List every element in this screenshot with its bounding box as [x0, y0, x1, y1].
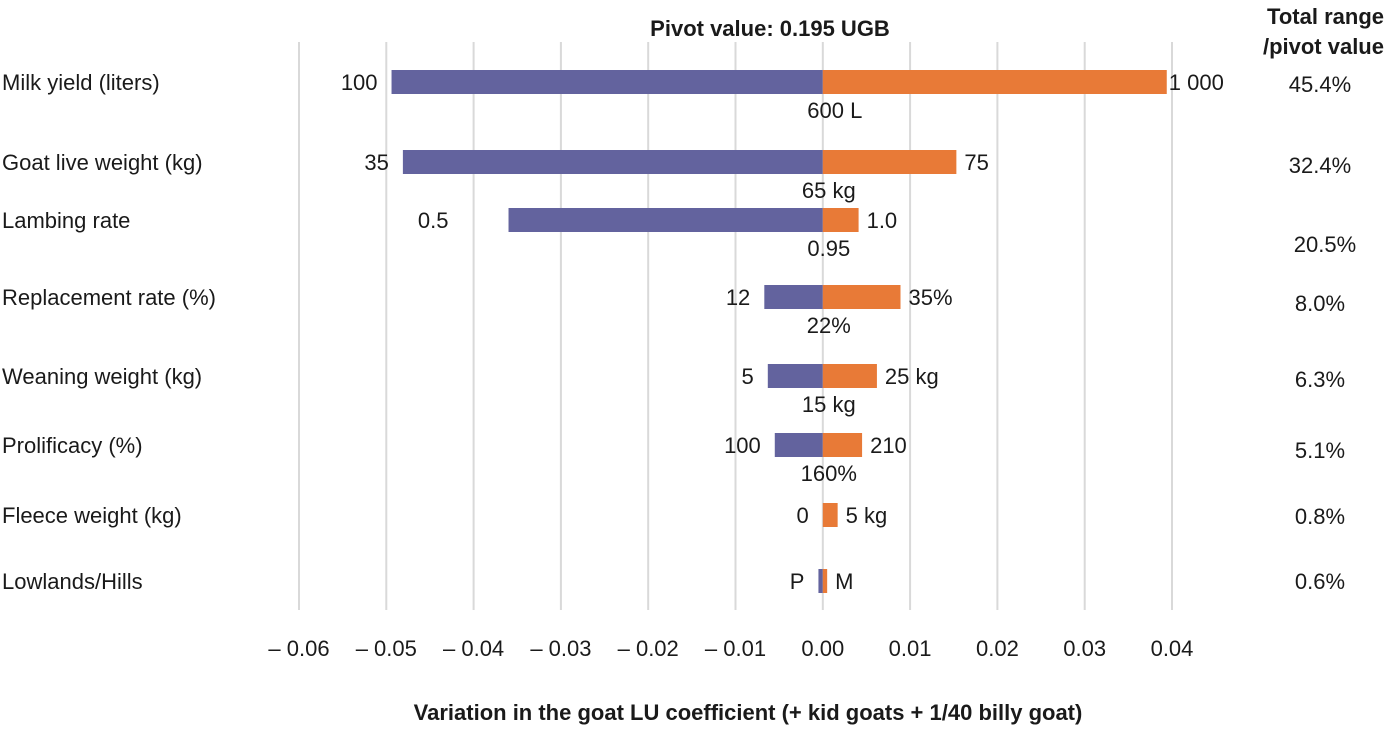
range-pct-label: 0.8%	[1295, 504, 1345, 529]
gridlines	[298, 42, 1173, 610]
x-tick-label: – 0.04	[443, 636, 504, 661]
chart-title: Pivot value: 0.195 UGB	[650, 16, 890, 41]
x-tick-label: – 0.05	[356, 636, 417, 661]
range-pct-label: 20.5%	[1294, 232, 1356, 257]
pivot-value-label: 65 kg	[802, 178, 856, 203]
low-value-label: 0.5	[418, 208, 449, 233]
low-value-label: 100	[341, 70, 378, 95]
category-label: Goat live weight (kg)	[2, 150, 203, 175]
bar-low	[818, 569, 823, 593]
bar-high	[822, 70, 1167, 94]
bar-high	[822, 285, 901, 309]
x-tick-label: 0.04	[1151, 636, 1194, 661]
bar-low	[764, 285, 823, 309]
range-pct-label: 32.4%	[1289, 153, 1351, 178]
high-value-label: 1 000	[1169, 70, 1224, 95]
low-value-label: 5	[742, 364, 754, 389]
bar-low	[508, 208, 823, 232]
low-value-label: P	[790, 569, 805, 594]
x-tick-label: 0.03	[1063, 636, 1106, 661]
range-pct-label: 0.6%	[1295, 569, 1345, 594]
high-value-label: 35%	[908, 285, 952, 310]
x-tick-label: – 0.01	[705, 636, 766, 661]
bar-low	[774, 433, 823, 457]
right-header-line2: /pivot value	[1263, 34, 1384, 59]
low-value-label: 100	[724, 433, 761, 458]
high-value-label: 25 kg	[885, 364, 939, 389]
bar-low	[402, 150, 823, 174]
bar-low	[391, 70, 823, 94]
low-value-label: 35	[364, 150, 388, 175]
range-pct-label: 45.4%	[1289, 72, 1351, 97]
bar-labels: Milk yield (liters) 100 1 000 600 L 45.4% Goa…	[2, 70, 1356, 594]
bars	[391, 70, 1167, 593]
range-pct-label: 6.3%	[1295, 367, 1345, 392]
x-tick-label: 0.02	[976, 636, 1019, 661]
bar-high	[822, 503, 838, 527]
pivot-value-label: 22%	[807, 313, 851, 338]
high-value-label: M	[835, 569, 853, 594]
pivot-value-label: 0.95	[807, 236, 850, 261]
category-label: Weaning weight (kg)	[2, 364, 202, 389]
low-value-label: 12	[726, 285, 750, 310]
x-tick-label: – 0.02	[618, 636, 679, 661]
bar-high	[822, 208, 859, 232]
bar-low	[767, 364, 823, 388]
x-tick-label: 0.00	[801, 636, 844, 661]
category-label: Prolificacy (%)	[2, 433, 143, 458]
right-header-line1: Total range	[1267, 4, 1384, 29]
category-label: Fleece weight (kg)	[2, 503, 182, 528]
high-value-label: 1.0	[867, 208, 898, 233]
category-label: Milk yield (liters)	[2, 70, 160, 95]
category-label: Lambing rate	[2, 208, 130, 233]
x-tick-label: 0.01	[889, 636, 932, 661]
category-label: Replacement rate (%)	[2, 285, 216, 310]
x-axis-label: Variation in the goat LU coefficient (+ …	[414, 700, 1083, 725]
x-tick-label: – 0.03	[530, 636, 591, 661]
x-tick-label: – 0.06	[268, 636, 329, 661]
bar-high	[822, 433, 863, 457]
pivot-value-label: 600 L	[807, 98, 862, 123]
pivot-value-label: 15 kg	[802, 392, 856, 417]
range-pct-label: 5.1%	[1295, 438, 1345, 463]
range-pct-label: 8.0%	[1295, 291, 1345, 316]
bar-high	[822, 569, 828, 593]
high-value-label: 5 kg	[846, 503, 888, 528]
pivot-value-label: 160%	[801, 461, 857, 486]
low-value-label: 0	[797, 503, 809, 528]
bar-high	[822, 364, 877, 388]
high-value-label: 75	[964, 150, 988, 175]
category-label: Lowlands/Hills	[2, 569, 143, 594]
high-value-label: 210	[870, 433, 907, 458]
bar-high	[822, 150, 957, 174]
x-axis-ticks: – 0.06 – 0.05 – 0.04 – 0.03 – 0.02 – 0.01 0.00…	[268, 636, 1193, 661]
